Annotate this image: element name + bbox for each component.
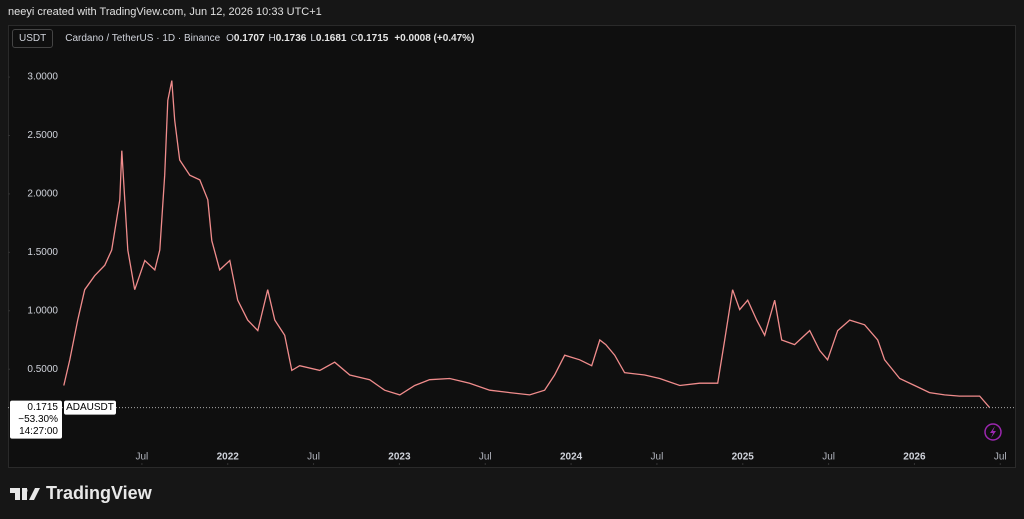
price-box	[10, 400, 62, 439]
x-tick-label: Jul	[136, 452, 149, 463]
y-tick-label: 2.5000	[27, 130, 58, 141]
x-tick-label: Jul	[479, 452, 492, 463]
ohlc-value: 0.1715	[357, 33, 389, 44]
change-percent: −53.30%	[18, 414, 58, 425]
countdown: 14:27:00	[19, 426, 58, 437]
symbol: Cardano / TetherUS · 1D · Binance	[65, 33, 221, 44]
ohlc-item: H0.1736	[269, 33, 307, 44]
ohlc: O0.1707 H0.1736 L0.1681 C0.1715	[226, 33, 388, 44]
y-tick-label: 2.0000	[27, 189, 58, 200]
x-tick-label: 2023	[388, 452, 411, 463]
y-tick-label: 1.5000	[27, 247, 58, 258]
change: +0.0008 (+0.47%)	[394, 33, 475, 44]
ohlc-value: 0.1707	[233, 33, 265, 44]
ohlc-value: 0.1681	[315, 33, 347, 44]
y-tick-label: 0.5000	[27, 364, 58, 375]
ohlc-item: C0.1715	[351, 33, 389, 44]
ticker-box	[64, 400, 116, 415]
x-tick-label: 2025	[732, 452, 755, 463]
ohlc-item: O0.1707	[226, 33, 264, 44]
ohlc-key: H	[268, 33, 276, 44]
ticker: ADAUSDT	[66, 402, 114, 413]
ohlc-key: C	[350, 33, 358, 44]
ohlc-key: O	[226, 33, 234, 44]
brand: TradingView	[10, 483, 152, 504]
y-tick-label: 3.0000	[27, 72, 58, 83]
x-tick-label: 2026	[903, 452, 926, 463]
x-tick-label: Jul	[307, 452, 320, 463]
x-tick-label: Jul	[822, 452, 835, 463]
x-tick-label: Jul	[651, 452, 664, 463]
ohlc-item: L0.1681	[310, 33, 346, 44]
x-tick-label: Jul	[994, 452, 1007, 463]
x-tick-label: 2024	[560, 452, 583, 463]
x-tick-label: 2022	[217, 452, 240, 463]
alert-icon	[984, 423, 1002, 441]
currency-button[interactable]: USDT	[12, 29, 54, 48]
credit: neeyi created with TradingView.com, Jun …	[8, 6, 322, 18]
price-line	[63, 80, 991, 409]
alert-bolt	[990, 426, 996, 438]
brand-name: TradingView	[46, 483, 152, 503]
legend-bar: USDT Cardano / TetherUS · 1D · Binance O…	[12, 29, 474, 48]
y-tick-label: 1.0000	[27, 305, 58, 316]
logo	[10, 487, 40, 500]
last-price: 0.1715	[27, 402, 58, 413]
ohlc-value: 0.1736	[275, 33, 307, 44]
ohlc-key: L	[310, 33, 316, 44]
chart-panel	[8, 25, 1016, 468]
